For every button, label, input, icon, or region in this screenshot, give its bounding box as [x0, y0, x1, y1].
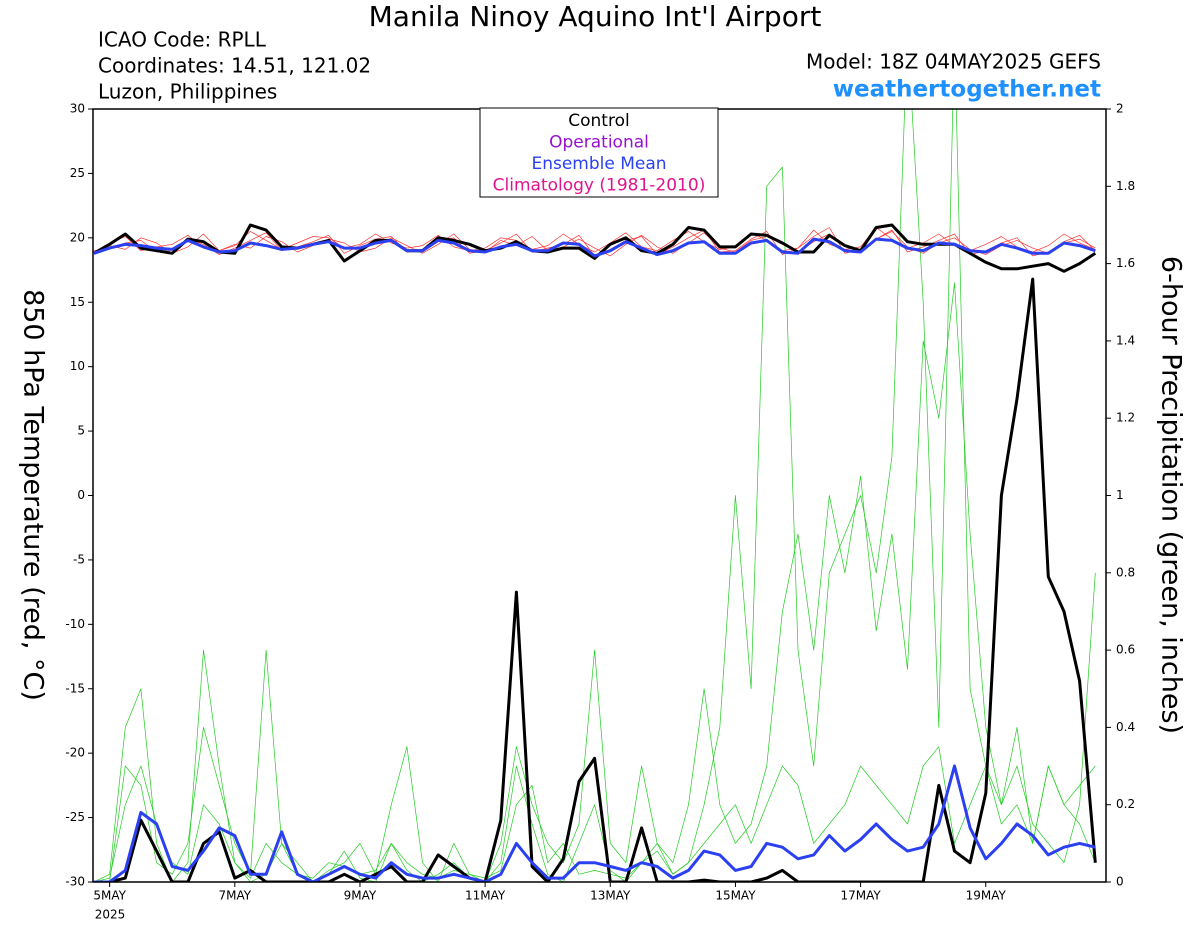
chart-title: Manila Ninoy Aquino Int'l Airport — [369, 0, 822, 33]
model-run: Model: 18Z 04MAY2025 GEFS — [806, 50, 1101, 74]
x-tick-label: 11MAY — [465, 889, 506, 903]
info-line: Luzon, Philippines — [98, 80, 277, 104]
y-tick-label: 25 — [70, 166, 85, 180]
series-line — [94, 764, 1096, 882]
plot-area — [93, 109, 1097, 882]
series-line — [93, 231, 1096, 257]
y-tick-label: -30 — [65, 875, 85, 889]
y-tick-label: 30 — [70, 102, 85, 116]
y-tick-label: -25 — [65, 810, 85, 824]
x-tick-label: 17MAY — [840, 889, 881, 903]
series-line — [94, 277, 1097, 882]
y2-tick-label: 1 — [1116, 488, 1124, 502]
series-line — [93, 237, 1096, 258]
y-tick-label: -20 — [65, 746, 85, 760]
y2-tick-label: 1.4 — [1116, 333, 1135, 347]
x-tick-label: 13MAY — [590, 889, 631, 903]
y2-tick-label: 0.6 — [1116, 643, 1135, 657]
y2-tick-label: 1.6 — [1116, 256, 1135, 270]
y-tick-label: -10 — [65, 617, 85, 631]
y-tick-label: -15 — [65, 681, 85, 695]
series-line — [93, 223, 1097, 273]
x-tick-label: 15MAY — [715, 889, 756, 903]
y2-tick-label: 0.2 — [1116, 797, 1135, 811]
y-tick-label: 20 — [70, 230, 85, 244]
series-line — [93, 746, 1096, 882]
y-axis-label: 850 hPa Temperature (red, °C) — [18, 289, 49, 701]
y2-tick-label: 2 — [1116, 102, 1124, 116]
y2-tick-label: 0.4 — [1116, 720, 1135, 734]
y-tick-label: 0 — [77, 488, 85, 502]
y2-tick-label: 0 — [1116, 875, 1124, 889]
year-label: 2025 — [95, 908, 126, 922]
series-line — [93, 227, 1096, 253]
x-tick-label: 19MAY — [966, 889, 1007, 903]
y2-axis-label: 6-hour Precipitation (green, inches) — [1156, 256, 1187, 734]
y-tick-label: 15 — [70, 295, 85, 309]
legend-box — [479, 107, 719, 198]
website: weathertogether.net — [833, 77, 1101, 103]
legend-entry: Control — [568, 111, 629, 131]
info-line: Coordinates: 14.51, 121.02 — [98, 54, 371, 78]
y2-tick-label: 0.8 — [1116, 565, 1135, 579]
y2-tick-label: 1.8 — [1116, 179, 1135, 193]
info-line: ICAO Code: RPLL — [98, 28, 267, 52]
legend-entry: Operational — [549, 133, 649, 153]
x-tick-label: 5MAY — [93, 889, 126, 903]
x-tick-label: 9MAY — [344, 889, 377, 903]
legend-entry: Climatology (1981-2010) — [493, 176, 706, 196]
y-tick-label: 10 — [70, 359, 85, 373]
x-tick-label: 7MAY — [218, 889, 251, 903]
legend-entry: Ensemble Mean — [531, 154, 666, 174]
y2-tick-label: 1.2 — [1116, 411, 1135, 425]
y-tick-label: -5 — [73, 552, 85, 566]
series-line — [94, 282, 1096, 882]
y-tick-label: 5 — [77, 424, 85, 438]
